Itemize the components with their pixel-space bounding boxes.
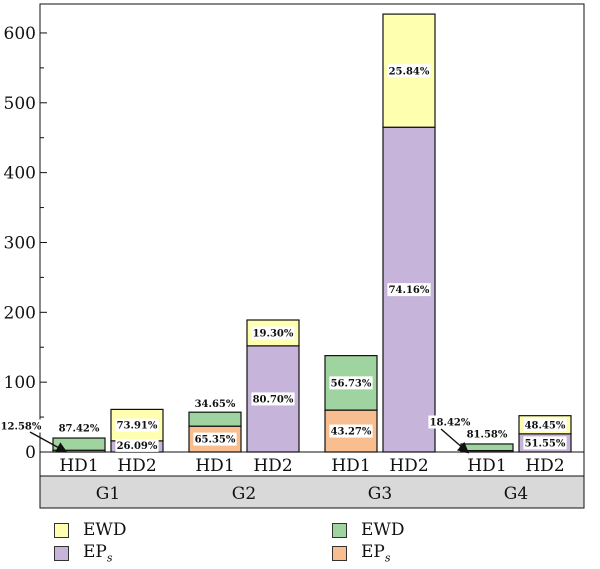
data-label-g1-hd1-top: 87.42% <box>59 424 100 435</box>
group-label-g1: G1 <box>96 484 120 504</box>
legend-swatch-3 <box>332 545 347 561</box>
plot-area: 0 100 200 300 400 500 600 G1 HD1 HD2 G2 HD1 HD2 G3 HD1… <box>0 3 585 509</box>
data-label-g3-hd1-bottom-bg <box>329 424 373 438</box>
bar-g2-hd1-top <box>188 411 242 427</box>
group-label-g2: G2 <box>232 484 256 504</box>
data-label-g1-hd1-bottom: 12.58% <box>1 422 42 433</box>
data-label-g4-hd2-bottom-bg <box>523 436 567 450</box>
data-label-g3-hd1-top-bg <box>329 376 373 390</box>
category-label-g2-hd2: HD2 <box>253 456 292 476</box>
y-tick-label-500: 500 <box>4 94 36 114</box>
data-label-g2-hd2-bottom-bg <box>251 392 295 406</box>
legend-item-0: EWD <box>54 520 127 540</box>
plot-frame <box>39 3 585 453</box>
data-label-g2-hd2-top: 19.30% <box>253 329 294 340</box>
legend: EWD EPs EWD EPs <box>0 520 600 569</box>
category-label-g1-hd2: HD2 <box>117 456 156 476</box>
data-label-g3-hd2-bottom: 74.16% <box>389 285 430 296</box>
legend-label-subscript-3: s <box>384 551 391 565</box>
category-label-g4-hd2: HD2 <box>525 456 564 476</box>
legend-label-1: EPs <box>83 542 113 564</box>
callout-arrow-g4-hd1 <box>440 428 470 454</box>
category-label-g4-hd1: HD1 <box>467 456 506 476</box>
data-label-g2-hd1-top-bg <box>193 396 237 410</box>
category-axis-strip <box>39 451 585 477</box>
y-tick-label-600: 600 <box>4 24 36 44</box>
data-label-g2-hd1-bottom-bg <box>193 432 237 446</box>
stacked-bar-chart: 0 100 200 300 400 500 600 G1 HD1 HD2 G2 HD1 HD2 G3 HD1… <box>0 3 585 509</box>
data-label-g3-hd2-top: 25.84% <box>389 66 430 77</box>
legend-item-1: EPs <box>54 542 113 564</box>
data-label-g3-hd1-bottom: 43.27% <box>331 427 372 438</box>
y-tick-label-300: 300 <box>4 233 36 253</box>
data-label-g4-hd1-top-bg <box>465 427 509 441</box>
data-label-g1-hd2-top-bg <box>115 418 159 432</box>
data-label-g1-hd2-bottom: 26.09% <box>117 441 158 452</box>
y-tick-label-100: 100 <box>4 373 36 393</box>
data-label-g2-hd2-top-bg <box>251 326 295 340</box>
category-label-g3-hd1: HD1 <box>331 456 370 476</box>
group-label-g3: G3 <box>368 484 392 504</box>
group-axis-strip <box>39 475 585 509</box>
legend-label-text-3: EP <box>361 542 385 562</box>
legend-item-2: EWD <box>332 520 405 540</box>
data-label-g3-hd1-top: 56.73% <box>331 378 372 389</box>
data-label-g3-hd2-top-bg <box>387 64 431 78</box>
y-tick-label-400: 400 <box>4 164 36 184</box>
category-label-g1-hd1: HD1 <box>59 456 98 476</box>
data-label-g1-hd1-bottom-bg <box>0 419 43 433</box>
data-label-g4-hd1-top: 81.58% <box>467 430 508 441</box>
legend-swatch-2 <box>332 522 347 538</box>
category-label-g3-hd2: HD2 <box>389 456 428 476</box>
data-label-g1-hd1-top-bg <box>57 421 101 435</box>
legend-label-2: EWD <box>361 520 405 540</box>
legend-swatch-1 <box>54 545 69 561</box>
data-label-g4-hd2-top: 48.45% <box>525 420 566 431</box>
callout-arrow-g1-hd1 <box>29 431 68 453</box>
data-label-g2-hd1-top: 34.65% <box>195 399 236 410</box>
data-label-g3-hd2-bottom-bg <box>387 283 431 297</box>
legend-label-subscript-1: s <box>106 551 113 565</box>
data-label-g4-hd1-bottom-bg <box>428 415 472 429</box>
data-label-g1-hd2-top: 73.91% <box>117 421 158 432</box>
legend-label-0: EWD <box>83 520 127 540</box>
data-label-g4-hd2-bottom: 51.55% <box>525 439 566 450</box>
bar-g4-hd1-top <box>460 443 514 452</box>
data-label-g2-hd2-bottom: 80.70% <box>253 395 294 406</box>
data-label-g4-hd2-top-bg <box>523 418 567 432</box>
y-tick-label-0: 0 <box>25 443 36 463</box>
legend-label-text-1: EP <box>83 542 107 562</box>
group-label-g4: G4 <box>504 484 528 504</box>
legend-item-3: EPs <box>332 542 391 564</box>
legend-label-3: EPs <box>361 542 391 564</box>
legend-swatch-0 <box>54 522 69 538</box>
legend-label-text-2: EWD <box>361 520 405 540</box>
category-label-g2-hd1: HD1 <box>195 456 234 476</box>
data-label-g4-hd1-bottom: 18.42% <box>430 418 471 429</box>
y-tick-label-200: 200 <box>4 303 36 323</box>
data-label-g1-hd2-bottom-bg <box>115 438 159 452</box>
data-label-g2-hd1-bottom: 65.35% <box>195 435 236 446</box>
legend-label-text-0: EWD <box>83 520 127 540</box>
